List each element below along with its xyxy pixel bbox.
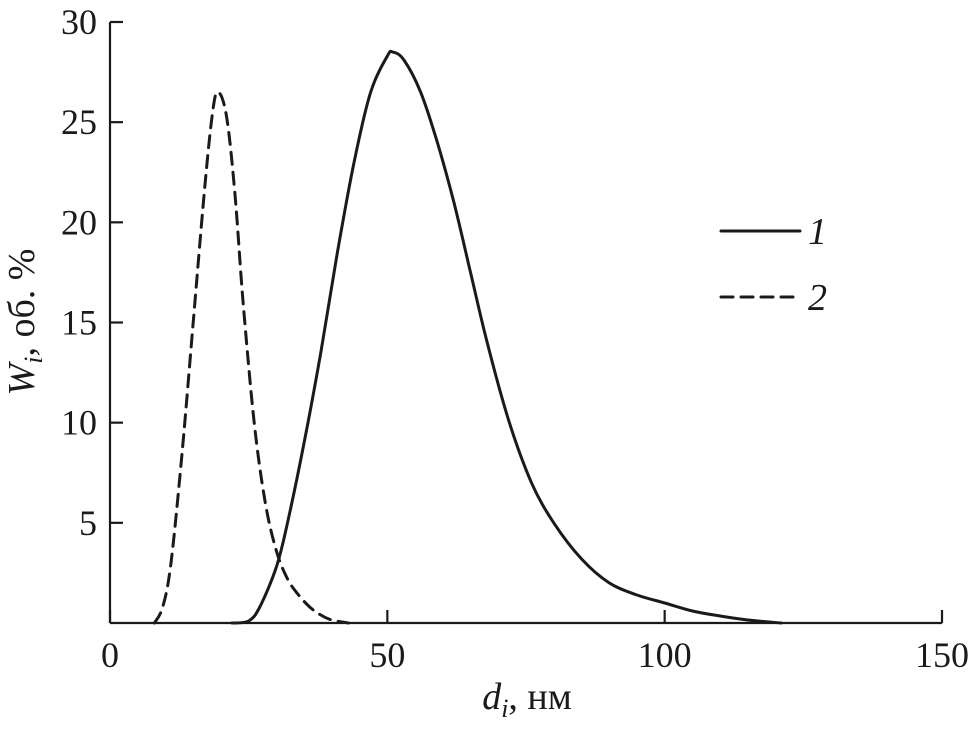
x-axis-label-subscript: i bbox=[501, 694, 508, 723]
axes: 0 50 100 150 5 10 15 20 25 30 bbox=[61, 2, 969, 675]
x-tick-label: 100 bbox=[638, 635, 692, 675]
y-axis-label-subscript: i bbox=[19, 357, 48, 364]
y-tick-label: 5 bbox=[79, 503, 97, 543]
x-tick-label: 150 bbox=[915, 635, 969, 675]
y-tick-label: 15 bbox=[61, 303, 97, 343]
x-axis-label-main: d bbox=[482, 676, 502, 718]
series-1-line bbox=[230, 49, 783, 625]
x-tick-label: 0 bbox=[101, 635, 119, 675]
series-layer bbox=[152, 49, 783, 625]
y-axis-label-main: W bbox=[1, 360, 43, 395]
x-axis-label: di, нм bbox=[482, 676, 572, 723]
legend-label-series-2: 2 bbox=[808, 277, 827, 319]
y-tick-label: 10 bbox=[61, 403, 97, 443]
x-axis-label-unit: , нм bbox=[508, 676, 571, 718]
y-axis-label: Wi, об. % bbox=[1, 249, 48, 396]
series-2-line bbox=[152, 90, 350, 625]
y-tick-label: 25 bbox=[61, 102, 97, 142]
legend: 12 bbox=[719, 211, 827, 319]
legend-label-series-1: 1 bbox=[808, 211, 827, 253]
x-tick-label: 50 bbox=[369, 635, 405, 675]
y-axis-label-unit: , об. % bbox=[1, 249, 43, 357]
y-tick-label: 20 bbox=[61, 202, 97, 242]
y-tick-label: 30 bbox=[61, 2, 97, 42]
